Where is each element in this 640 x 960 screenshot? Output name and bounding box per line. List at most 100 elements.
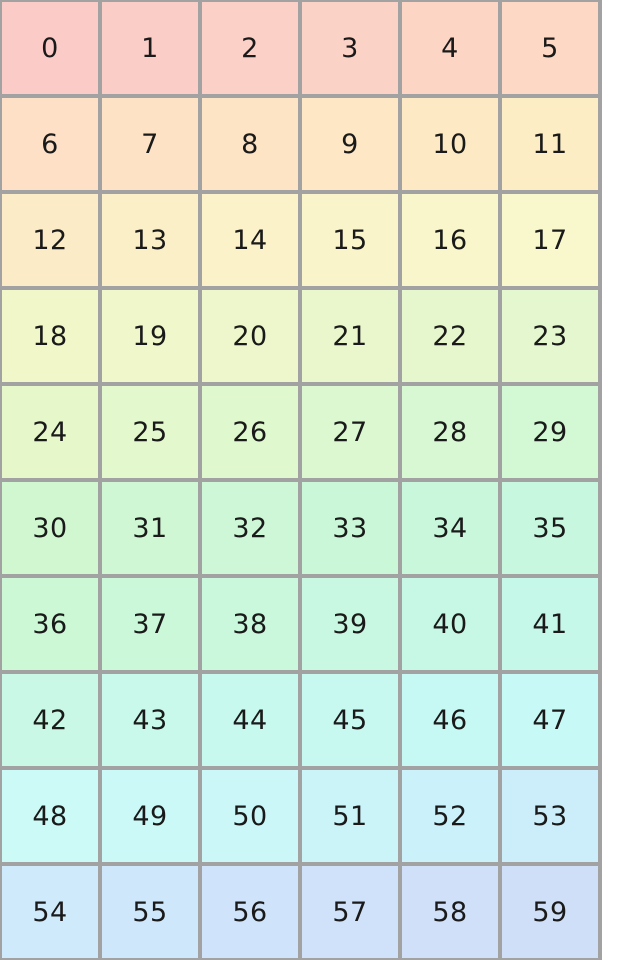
grid-cell-46[interactable]: 46 [402,674,502,770]
grid-cell-label: 2 [241,32,259,64]
grid-cell-20[interactable]: 20 [202,290,302,386]
grid-cell-label: 29 [532,416,568,448]
grid-cell-47[interactable]: 47 [502,674,602,770]
grid-cell-4[interactable]: 4 [402,2,502,98]
grid-cell-11[interactable]: 11 [502,98,602,194]
grid-cell-label: 0 [41,32,59,64]
grid-cell-16[interactable]: 16 [402,194,502,290]
grid-cell-7[interactable]: 7 [102,98,202,194]
grid-cell-36[interactable]: 36 [2,578,102,674]
grid-cell-28[interactable]: 28 [402,386,502,482]
grid-cell-43[interactable]: 43 [102,674,202,770]
grid-cell-label: 39 [332,608,368,640]
grid-cell-label: 17 [532,224,568,256]
grid-cell-label: 41 [532,608,568,640]
grid-cell-31[interactable]: 31 [102,482,202,578]
grid-cell-1[interactable]: 1 [102,2,202,98]
grid-cell-6[interactable]: 6 [2,98,102,194]
grid-cell-label: 9 [341,128,359,160]
grid-cell-label: 12 [32,224,68,256]
grid-cell-label: 28 [432,416,468,448]
grid-cell-2[interactable]: 2 [202,2,302,98]
grid-cell-22[interactable]: 22 [402,290,502,386]
grid-cell-59[interactable]: 59 [502,866,602,960]
grid-cell-41[interactable]: 41 [502,578,602,674]
grid-cell-label: 51 [332,800,368,832]
grid-cell-label: 26 [232,416,268,448]
grid-cell-32[interactable]: 32 [202,482,302,578]
grid-cell-label: 53 [532,800,568,832]
color-grid: 0 1 2 3 4 5 6 7 8 9 10 11 12 13 14 15 16 17 18 19 20 21 22 23 24… [0,0,602,960]
grid-cell-15[interactable]: 15 [302,194,402,290]
grid-cell-35[interactable]: 35 [502,482,602,578]
grid-cell-label: 6 [41,128,59,160]
grid-cell-19[interactable]: 19 [102,290,202,386]
grid-cell-label: 50 [232,800,268,832]
grid-cell-label: 15 [332,224,368,256]
grid-cell-21[interactable]: 21 [302,290,402,386]
grid-cell-38[interactable]: 38 [202,578,302,674]
grid-cell-39[interactable]: 39 [302,578,402,674]
grid-cell-52[interactable]: 52 [402,770,502,866]
grid-cell-29[interactable]: 29 [502,386,602,482]
grid-cell-3[interactable]: 3 [302,2,402,98]
grid-cell-label: 30 [32,512,68,544]
grid-cell-label: 52 [432,800,468,832]
grid-cell-label: 5 [541,32,559,64]
grid-cell-51[interactable]: 51 [302,770,402,866]
grid-cell-13[interactable]: 13 [102,194,202,290]
grid-cell-label: 19 [132,320,168,352]
grid-cell-34[interactable]: 34 [402,482,502,578]
grid-cell-25[interactable]: 25 [102,386,202,482]
grid-cell-56[interactable]: 56 [202,866,302,960]
grid-cell-label: 25 [132,416,168,448]
grid-cell-5[interactable]: 5 [502,2,602,98]
grid-cell-40[interactable]: 40 [402,578,502,674]
grid-cell-58[interactable]: 58 [402,866,502,960]
grid-cell-53[interactable]: 53 [502,770,602,866]
grid-cell-label: 21 [332,320,368,352]
grid-cell-42[interactable]: 42 [2,674,102,770]
grid-cell-label: 22 [432,320,468,352]
grid-cell-37[interactable]: 37 [102,578,202,674]
grid-cell-23[interactable]: 23 [502,290,602,386]
grid-cell-label: 7 [141,128,159,160]
grid-cell-label: 4 [441,32,459,64]
grid-cell-26[interactable]: 26 [202,386,302,482]
grid-cell-27[interactable]: 27 [302,386,402,482]
grid-cell-8[interactable]: 8 [202,98,302,194]
grid-cell-label: 36 [32,608,68,640]
grid-cell-49[interactable]: 49 [102,770,202,866]
grid-cell-label: 44 [232,704,268,736]
grid-cell-label: 8 [241,128,259,160]
grid-cell-label: 27 [332,416,368,448]
grid-cell-18[interactable]: 18 [2,290,102,386]
grid-cell-label: 59 [532,896,568,928]
grid-cell-14[interactable]: 14 [202,194,302,290]
grid-cell-55[interactable]: 55 [102,866,202,960]
grid-cell-9[interactable]: 9 [302,98,402,194]
grid-cell-17[interactable]: 17 [502,194,602,290]
grid-cell-label: 34 [432,512,468,544]
grid-cell-label: 42 [32,704,68,736]
grid-cell-label: 37 [132,608,168,640]
grid-cell-33[interactable]: 33 [302,482,402,578]
grid-cell-label: 11 [532,128,568,160]
grid-cell-label: 13 [132,224,168,256]
grid-cell-label: 35 [532,512,568,544]
grid-cell-48[interactable]: 48 [2,770,102,866]
grid-cell-label: 45 [332,704,368,736]
grid-cell-44[interactable]: 44 [202,674,302,770]
grid-cell-54[interactable]: 54 [2,866,102,960]
grid-cell-50[interactable]: 50 [202,770,302,866]
grid-cell-0[interactable]: 0 [2,2,102,98]
grid-cell-label: 54 [32,896,68,928]
grid-cell-10[interactable]: 10 [402,98,502,194]
grid-cell-30[interactable]: 30 [2,482,102,578]
grid-cell-label: 1 [141,32,159,64]
grid-cell-12[interactable]: 12 [2,194,102,290]
grid-cell-label: 24 [32,416,68,448]
grid-cell-45[interactable]: 45 [302,674,402,770]
grid-cell-24[interactable]: 24 [2,386,102,482]
grid-cell-57[interactable]: 57 [302,866,402,960]
